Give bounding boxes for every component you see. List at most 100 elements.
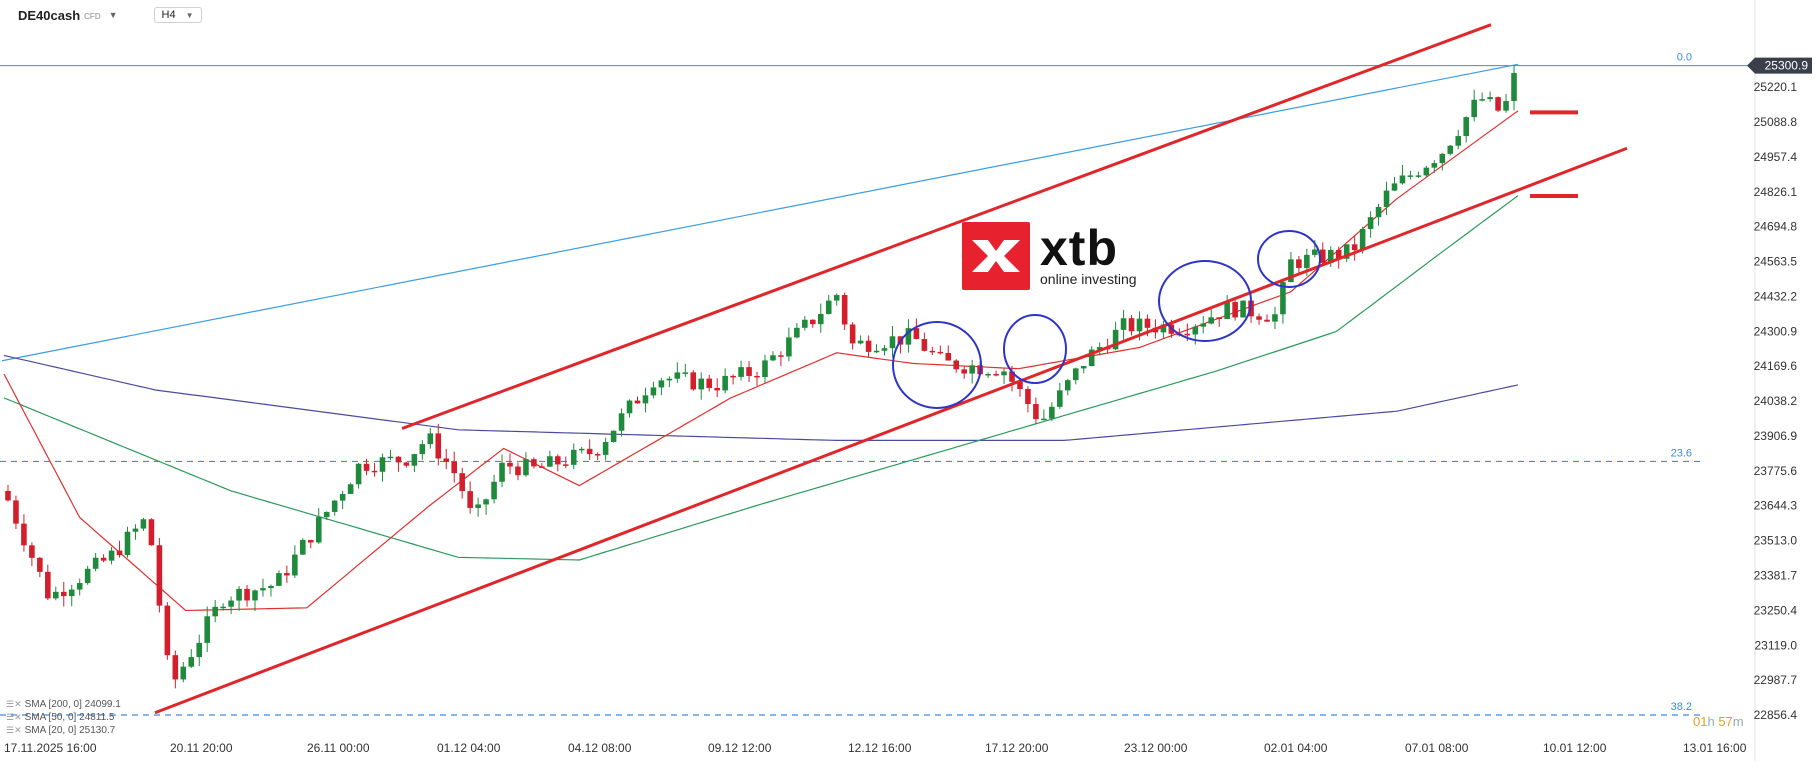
- candle-body: [124, 531, 131, 556]
- candle-body: [499, 462, 505, 482]
- candle-body: [1041, 418, 1047, 421]
- list-icon: ☰✕: [6, 699, 22, 709]
- x-tick-label: 01.12 04:00: [437, 741, 501, 755]
- candle-body: [786, 337, 792, 357]
- candle-body: [395, 456, 402, 463]
- x-tick-label: 13.01 16:00: [1683, 741, 1747, 755]
- candle-body: [1224, 302, 1230, 319]
- candle-body: [1264, 319, 1270, 322]
- candle-body: [690, 372, 697, 390]
- candle-body: [21, 523, 27, 546]
- candle-body: [634, 400, 641, 404]
- current-price-label: 25300.9: [1765, 59, 1809, 73]
- legend-sma50[interactable]: ☰✕ SMA [50, 0] 24811.5: [6, 711, 121, 724]
- candle-body: [1415, 175, 1422, 177]
- xtb-x-icon: [972, 240, 1020, 272]
- y-tick-label: 23775.6: [1754, 464, 1798, 478]
- xtb-logo-mark: [962, 222, 1030, 290]
- candle-body: [204, 616, 210, 643]
- y-tick-label: 24694.8: [1754, 220, 1798, 234]
- candle-body: [220, 606, 226, 609]
- candle-body: [1511, 72, 1517, 102]
- candle-body: [1064, 380, 1071, 391]
- candle-body: [53, 591, 59, 599]
- candle-body: [140, 519, 147, 529]
- candle-body: [905, 328, 912, 345]
- candle-body: [292, 554, 298, 576]
- candle-body: [1216, 317, 1222, 319]
- candle-body: [913, 328, 920, 340]
- candle-body: [602, 442, 609, 455]
- candle-body: [1351, 244, 1358, 251]
- y-tick-label: 23250.4: [1754, 603, 1798, 617]
- candle-body: [539, 466, 545, 468]
- countdown-hours-unit: h: [1707, 714, 1715, 729]
- candle-body: [507, 462, 513, 467]
- legend-sma200[interactable]: ☰✕ SMA [200, 0] 24099.1: [6, 698, 121, 711]
- candle-body: [100, 557, 107, 561]
- candle-body: [706, 378, 712, 388]
- candle-body: [969, 365, 975, 374]
- candle-body: [1327, 249, 1334, 263]
- candle-body: [1184, 333, 1191, 336]
- candle-body: [570, 449, 577, 465]
- candle-body: [1072, 368, 1079, 381]
- candle-body: [531, 459, 537, 467]
- legend-sma20[interactable]: ☰✕ SMA [20, 0] 25130.7: [6, 724, 121, 737]
- list-icon: ☰✕: [6, 725, 22, 735]
- candle-body: [523, 459, 529, 476]
- fib-level-label: 23.6: [1671, 447, 1692, 459]
- candle-body: [1128, 318, 1135, 332]
- candle-body: [1192, 326, 1199, 335]
- countdown-minutes: 57: [1718, 714, 1733, 729]
- y-tick-label: 24826.1: [1754, 185, 1798, 199]
- y-tick-label: 22987.7: [1754, 673, 1798, 687]
- candle-body: [1001, 371, 1007, 376]
- candle-body: [188, 657, 195, 667]
- candle-body: [626, 400, 633, 414]
- candle-body: [252, 590, 258, 601]
- symbol-dropdown-icon[interactable]: ▼: [108, 10, 118, 20]
- y-tick-label: 24563.5: [1754, 255, 1798, 269]
- candle-body: [1296, 259, 1302, 268]
- candle-body: [1088, 349, 1095, 367]
- sma20-line: [3, 110, 1519, 612]
- candle-body: [1288, 259, 1294, 283]
- candle-body: [770, 355, 776, 361]
- channel-upper-line: [401, 23, 1492, 430]
- candle-body: [1280, 282, 1286, 315]
- candle-body: [738, 367, 744, 377]
- candle-body: [1471, 99, 1477, 118]
- candle-body: [993, 374, 999, 376]
- candle-body: [754, 375, 760, 378]
- candle-body: [841, 295, 848, 325]
- candle-body: [961, 369, 967, 374]
- candle-body: [1335, 249, 1342, 259]
- candle-body: [76, 583, 83, 590]
- y-tick-label: 23513.0: [1754, 534, 1798, 548]
- candle-body: [29, 545, 35, 558]
- sma200-line: [3, 354, 1519, 441]
- candle-body: [714, 387, 720, 391]
- candle-body: [347, 484, 354, 494]
- candle-body: [698, 378, 705, 390]
- candle-body: [1367, 217, 1374, 229]
- highlight-circle: [1003, 314, 1067, 384]
- candle-body: [953, 360, 960, 370]
- candle-body: [315, 517, 322, 543]
- x-tick-label: 26.11 00:00: [307, 741, 370, 755]
- candle-body: [658, 380, 665, 388]
- timeframe-select[interactable]: H4 ▼: [153, 7, 202, 23]
- candle-body: [873, 350, 880, 353]
- candle-body: [1463, 117, 1469, 137]
- candle-body: [1479, 99, 1485, 101]
- long-trendline: [1, 63, 1519, 362]
- symbol-name[interactable]: DE40cash: [18, 7, 81, 23]
- candle-body: [212, 606, 218, 617]
- y-tick-label: 23119.0: [1755, 638, 1798, 652]
- candle-body: [746, 367, 752, 376]
- candle-body: [1017, 381, 1023, 390]
- candle-body: [1383, 190, 1390, 207]
- candle-body: [1272, 314, 1278, 322]
